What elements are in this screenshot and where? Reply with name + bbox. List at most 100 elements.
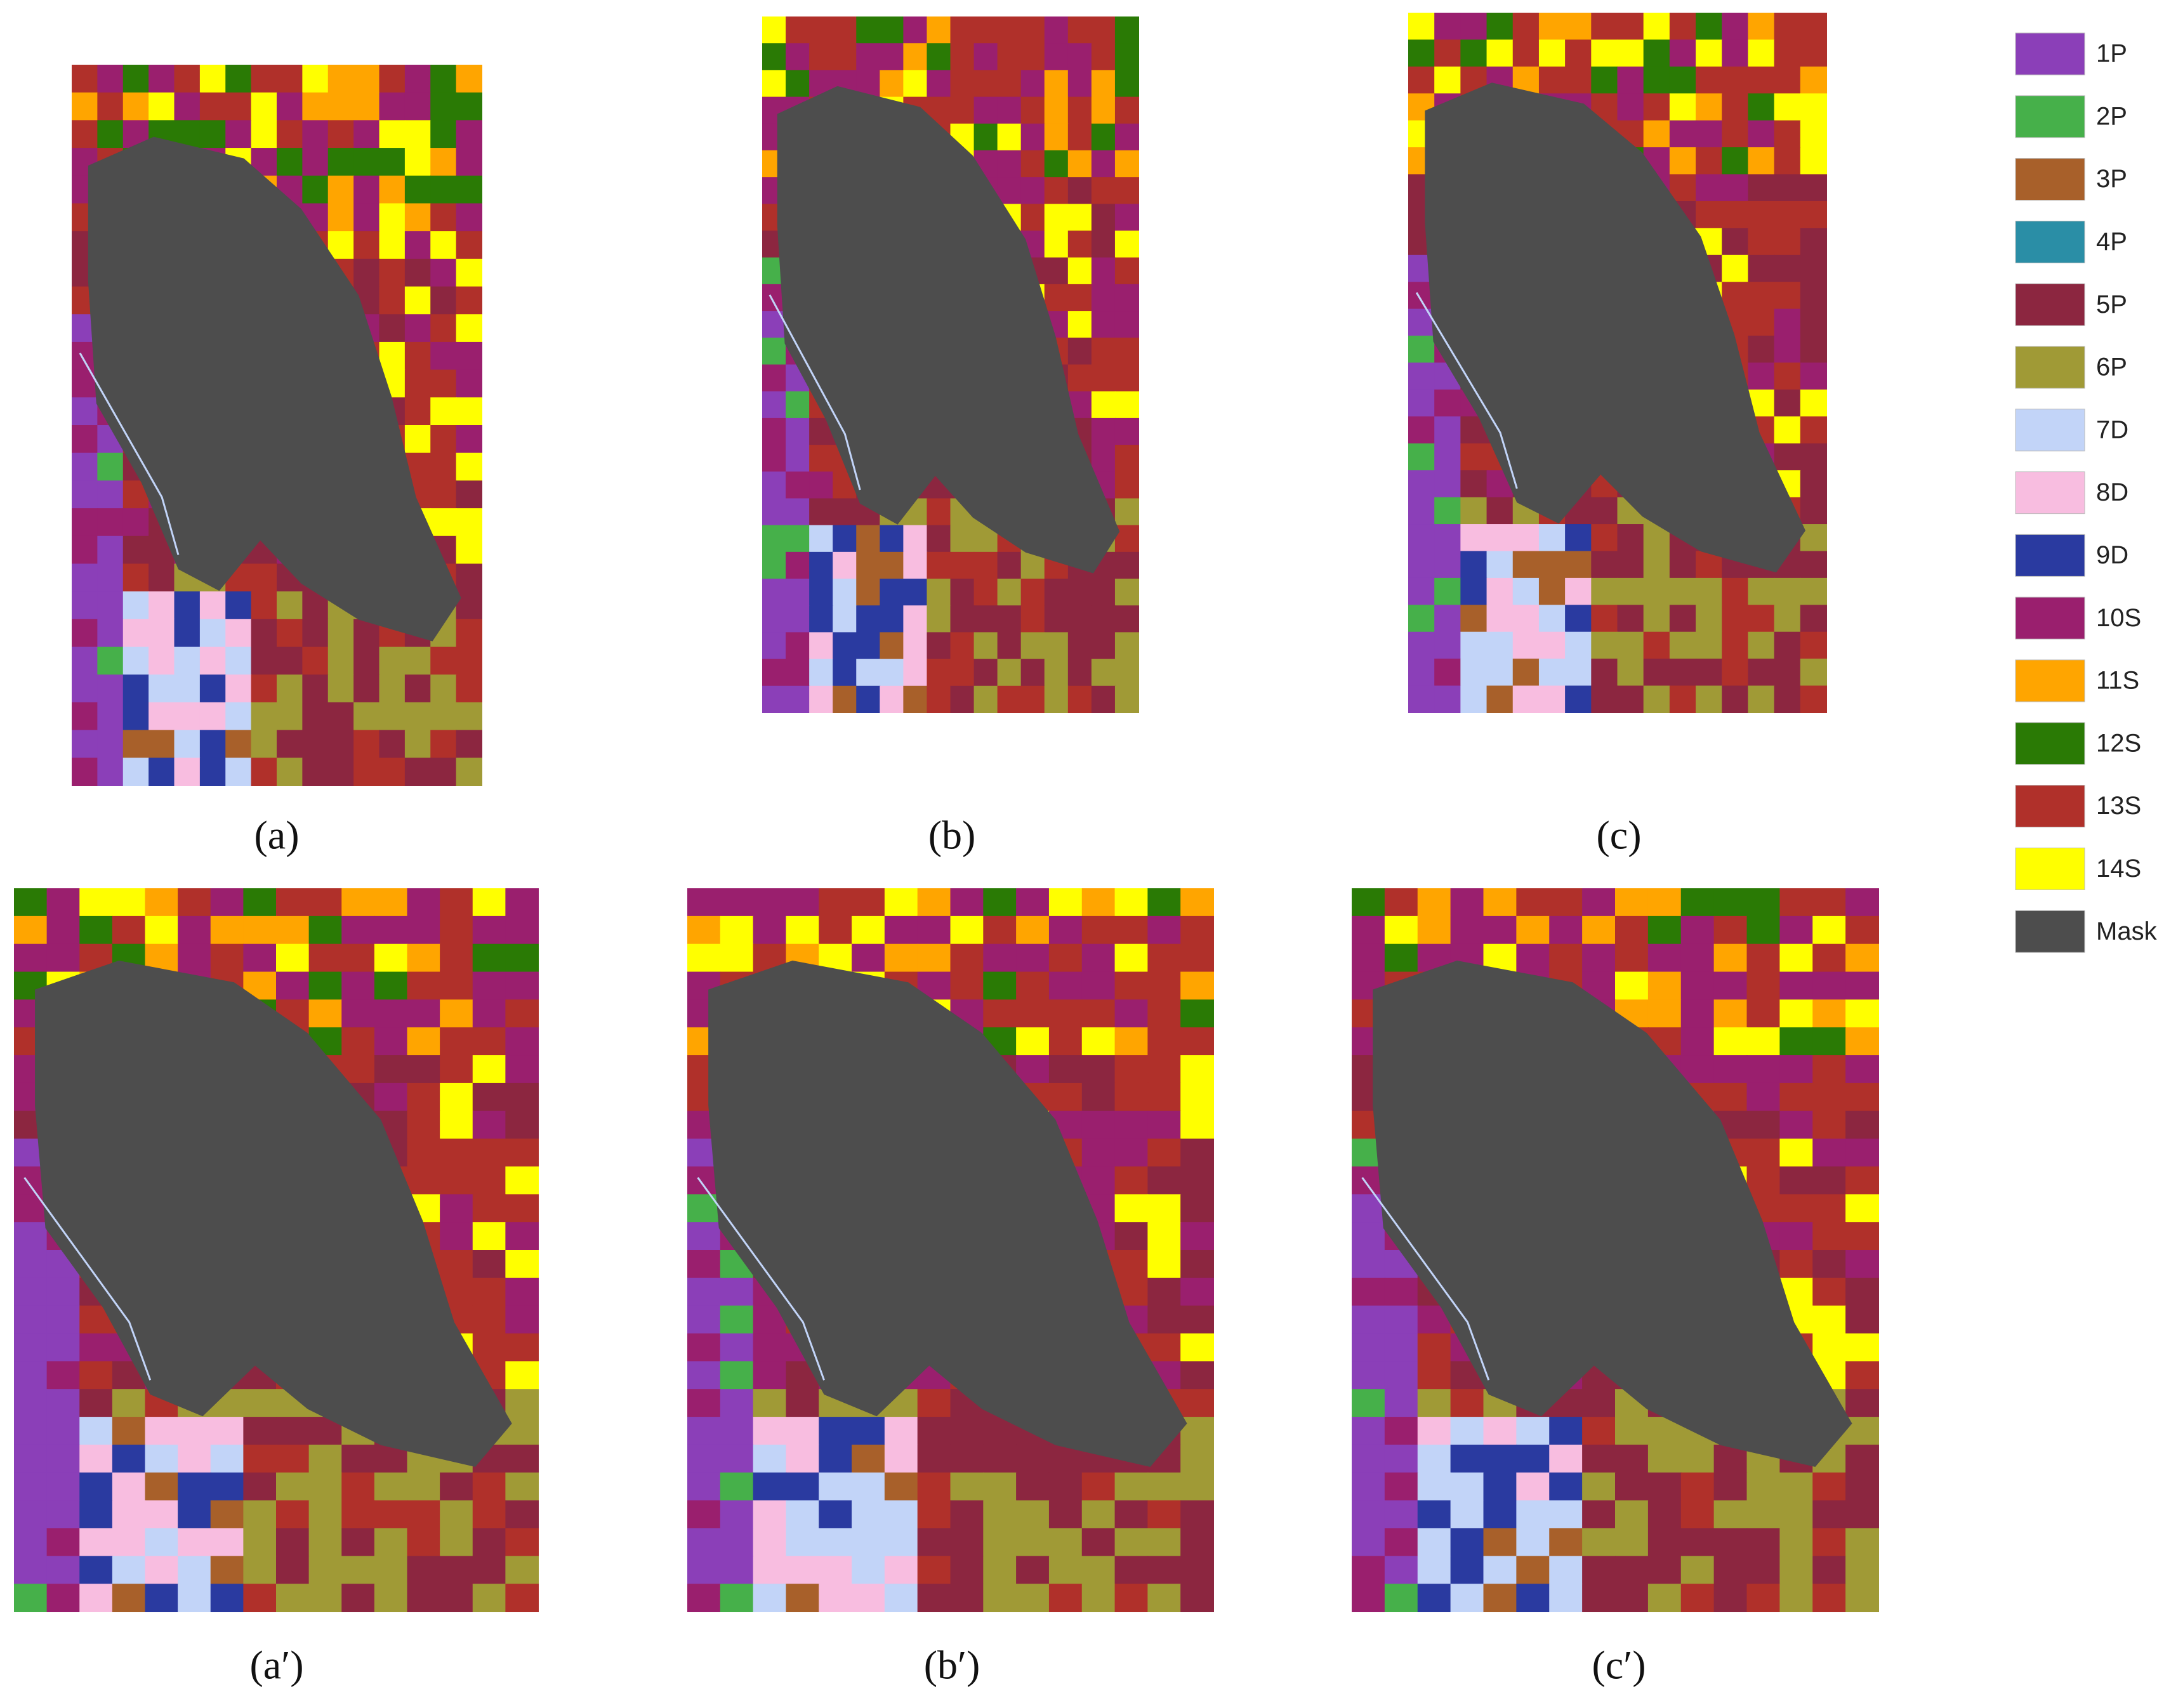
map-patch xyxy=(753,888,787,917)
map-patch xyxy=(1617,13,1644,41)
map-patch xyxy=(379,730,406,759)
map-patch xyxy=(950,525,975,553)
map-patch xyxy=(341,888,375,917)
map-patch xyxy=(1044,257,1069,285)
map-patch xyxy=(1800,659,1827,686)
map-patch xyxy=(145,1556,179,1585)
map-patch xyxy=(856,659,881,686)
map-patch xyxy=(1434,39,1461,67)
map-patch xyxy=(819,1528,853,1557)
map-patch xyxy=(1774,93,1801,121)
map-patch xyxy=(852,1444,885,1473)
map-patch xyxy=(302,120,329,149)
map-patch xyxy=(997,659,1022,686)
map-patch xyxy=(1812,1333,1847,1362)
map-patch xyxy=(1483,1444,1517,1473)
map-patch xyxy=(1460,605,1488,633)
map-patch xyxy=(1565,66,1592,95)
map-patch xyxy=(1779,1082,1814,1112)
map-patch xyxy=(917,1556,951,1585)
map-patch xyxy=(1091,257,1116,285)
map-patch xyxy=(1582,1500,1616,1529)
map-patch xyxy=(1669,13,1697,41)
legend-swatch xyxy=(2015,95,2085,138)
map-patch xyxy=(927,659,951,686)
map-patch xyxy=(1180,888,1214,917)
map-patch xyxy=(786,1417,820,1445)
map-patch xyxy=(353,758,380,786)
map-patch xyxy=(327,120,355,149)
map-patch xyxy=(1147,1584,1182,1612)
map-patch xyxy=(1800,254,1827,283)
map-patch xyxy=(1748,147,1775,175)
map-patch xyxy=(1048,943,1083,973)
map-patch xyxy=(809,579,834,607)
map-patch xyxy=(341,1027,375,1056)
map-patch xyxy=(456,452,482,482)
map-patch xyxy=(1384,1500,1418,1529)
map-patch xyxy=(341,971,375,1001)
map-patch xyxy=(687,1528,721,1557)
map-patch xyxy=(112,1584,146,1612)
map-patch xyxy=(374,971,408,1001)
map-patch xyxy=(720,1584,754,1612)
map-patch xyxy=(1746,888,1781,917)
map-patch xyxy=(122,758,150,786)
map-patch xyxy=(1434,13,1461,41)
map-patch xyxy=(1812,1166,1847,1195)
map-patch xyxy=(1746,1138,1781,1167)
map-patch xyxy=(1615,1500,1649,1529)
map-patch xyxy=(1434,577,1461,606)
map-patch xyxy=(786,659,810,686)
map-patch xyxy=(903,16,928,44)
map-patch xyxy=(440,1500,473,1529)
map-patch xyxy=(225,702,252,731)
map-patch xyxy=(1647,999,1682,1028)
map-patch xyxy=(1800,282,1827,310)
map-patch xyxy=(1020,605,1045,633)
map-patch xyxy=(1643,39,1670,67)
map-patch xyxy=(1016,888,1050,917)
map-patch xyxy=(1147,971,1182,1001)
map-patch xyxy=(404,203,432,232)
map-patch xyxy=(1067,257,1092,285)
map-patch xyxy=(1774,336,1801,364)
map-patch xyxy=(819,1556,853,1585)
map-patch xyxy=(472,1277,506,1306)
map-patch xyxy=(1048,1055,1083,1084)
map-patch xyxy=(302,730,329,759)
map-patch xyxy=(276,943,310,973)
map-patch xyxy=(1048,888,1083,917)
map-patch xyxy=(720,1333,754,1362)
map-patch xyxy=(1067,70,1092,98)
map-patch xyxy=(379,286,406,315)
map-patch xyxy=(1114,471,1139,499)
map-patch xyxy=(1812,1528,1847,1557)
map-patch xyxy=(1647,1528,1682,1557)
map-patch xyxy=(148,92,175,121)
map-patch xyxy=(243,1556,277,1585)
map-patch xyxy=(1516,916,1550,945)
map-patch xyxy=(1591,13,1618,41)
map-patch xyxy=(430,92,457,121)
map-patch xyxy=(1713,1528,1748,1557)
legend-swatch xyxy=(2015,722,2085,765)
map-patch xyxy=(440,1222,473,1251)
map-patch xyxy=(1800,13,1827,41)
map-patch xyxy=(786,888,820,917)
map-patch xyxy=(505,1194,539,1223)
map-patch xyxy=(720,1500,754,1529)
map-patch xyxy=(14,916,48,945)
map-patch xyxy=(14,1444,48,1473)
legend-swatch xyxy=(2015,785,2085,828)
map-patch xyxy=(374,1055,408,1084)
map-patch xyxy=(1538,39,1566,67)
map-patch xyxy=(1779,1027,1814,1056)
map-patch xyxy=(122,619,150,648)
map-patch xyxy=(852,1472,885,1501)
map-patch xyxy=(430,480,457,509)
map-patch xyxy=(786,685,810,713)
map-patch xyxy=(1748,200,1775,229)
map-patch xyxy=(1722,631,1749,660)
map-patch xyxy=(1800,524,1827,552)
